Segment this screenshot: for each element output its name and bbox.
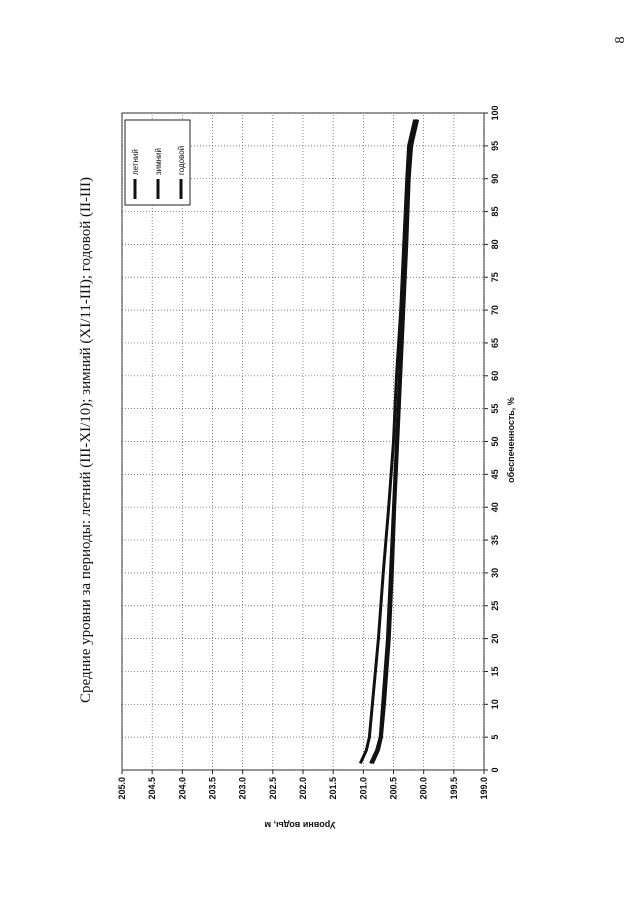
x-tick-label: 85 (490, 207, 500, 217)
x-tick-label: 95 (490, 141, 500, 151)
x-tick-label: 65 (490, 338, 500, 348)
chart: Средние уровни за периоды: летний (III-X… (78, 105, 516, 830)
x-tick-label: 20 (490, 634, 500, 644)
x-tick-label: 30 (490, 568, 500, 578)
x-tick-label: 55 (490, 404, 500, 414)
y-tick-label: 201.5 (328, 777, 338, 800)
legend-label: годовой (177, 146, 186, 175)
legend-box (124, 119, 191, 206)
x-tick-label: 50 (490, 436, 500, 446)
x-tick-label: 0 (490, 767, 500, 772)
x-tick-label: 5 (490, 735, 500, 740)
x-tick-label: 45 (490, 469, 500, 479)
y-tick-label: 201.0 (358, 777, 368, 800)
x-tick-label: 15 (490, 666, 500, 676)
page-number: 8 (613, 37, 628, 44)
y-tick-label: 199.5 (449, 777, 459, 800)
x-axis-label: обеспеченность, % (506, 397, 516, 483)
legend-label: летний (131, 149, 140, 175)
x-tick-label: 100 (490, 105, 500, 120)
x-tick-label: 10 (490, 699, 500, 709)
chart-title: Средние уровни за периоды: летний (III-X… (78, 177, 94, 703)
x-tick-label: 40 (490, 502, 500, 512)
x-tick-label: 60 (490, 371, 500, 381)
y-tick-label: 202.0 (298, 777, 308, 800)
y-tick-label: 204.5 (147, 777, 157, 800)
series-line (358, 119, 417, 765)
y-tick-label: 199.0 (479, 777, 489, 800)
y-tick-label: 203.5 (208, 777, 218, 800)
legend-label: зимний (154, 148, 163, 175)
x-tick-label: 25 (490, 601, 500, 611)
y-tick-label: 205.0 (117, 777, 127, 800)
y-tick-label: 200.0 (419, 777, 429, 800)
x-tick-label: 70 (490, 305, 500, 315)
x-tick-label: 80 (490, 239, 500, 249)
y-axis-label: Уровни воды, м (264, 820, 335, 830)
x-tick-label: 90 (490, 174, 500, 184)
y-tick-label: 200.5 (389, 777, 399, 800)
series-line (371, 119, 420, 765)
y-tick-label: 204.0 (177, 777, 187, 800)
x-tick-label: 75 (490, 272, 500, 282)
x-tick-label: 35 (490, 535, 500, 545)
y-tick-label: 203.0 (238, 777, 248, 800)
y-tick-label: 202.5 (268, 777, 278, 800)
